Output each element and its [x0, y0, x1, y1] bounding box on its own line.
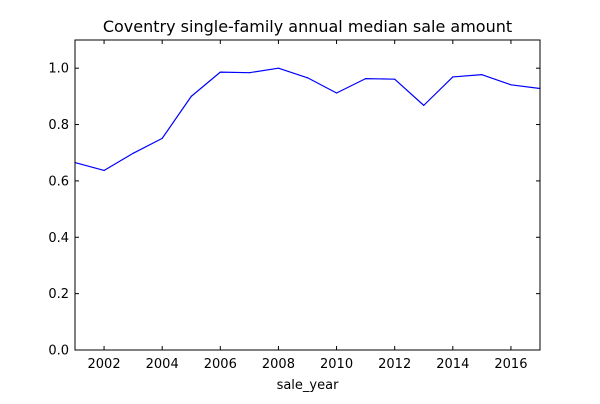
x-tick-label: 2014 [436, 357, 469, 372]
chart-title: Coventry single-family annual median sal… [103, 17, 512, 36]
y-tick-label: 0.6 [48, 174, 69, 189]
data-point [248, 72, 250, 74]
x-tick-label: 2016 [494, 357, 527, 372]
x-tick-label: 2006 [204, 357, 237, 372]
y-tick-label: 0.8 [48, 118, 69, 133]
data-point [335, 92, 338, 94]
x-tick-label: 2004 [146, 357, 179, 372]
data-point [132, 152, 134, 154]
x-tick-label: 2008 [262, 357, 295, 372]
data-point [510, 84, 512, 86]
x-axis-title: sale_year [277, 378, 340, 393]
x-tick-label: 2010 [320, 357, 353, 372]
data-point [481, 74, 483, 76]
x-tick-label: 2012 [378, 357, 411, 372]
y-tick-label: 1.0 [48, 62, 69, 77]
series-line [74, 67, 541, 172]
plot-area [74, 67, 541, 172]
data-point [190, 95, 192, 97]
axis-ticks [75, 40, 540, 351]
data-point [103, 169, 105, 172]
data-point [394, 78, 396, 80]
y-tick-label: 0.2 [48, 287, 69, 302]
x-tick-label: 2002 [88, 357, 121, 372]
tick-labels: 2002 2004 2006 2008 2010 2012 2014 2016 0.0 0.2 0.… [48, 62, 527, 372]
data-point [306, 77, 309, 79]
y-tick-label: 0.4 [48, 231, 69, 246]
data-point [365, 78, 367, 80]
data-point [161, 137, 163, 139]
data-point [219, 71, 221, 73]
data-point [452, 76, 454, 78]
data-point [277, 67, 280, 69]
data-point [423, 104, 425, 106]
y-tick-label: 0.0 [48, 344, 69, 359]
plot-frame [74, 39, 541, 351]
